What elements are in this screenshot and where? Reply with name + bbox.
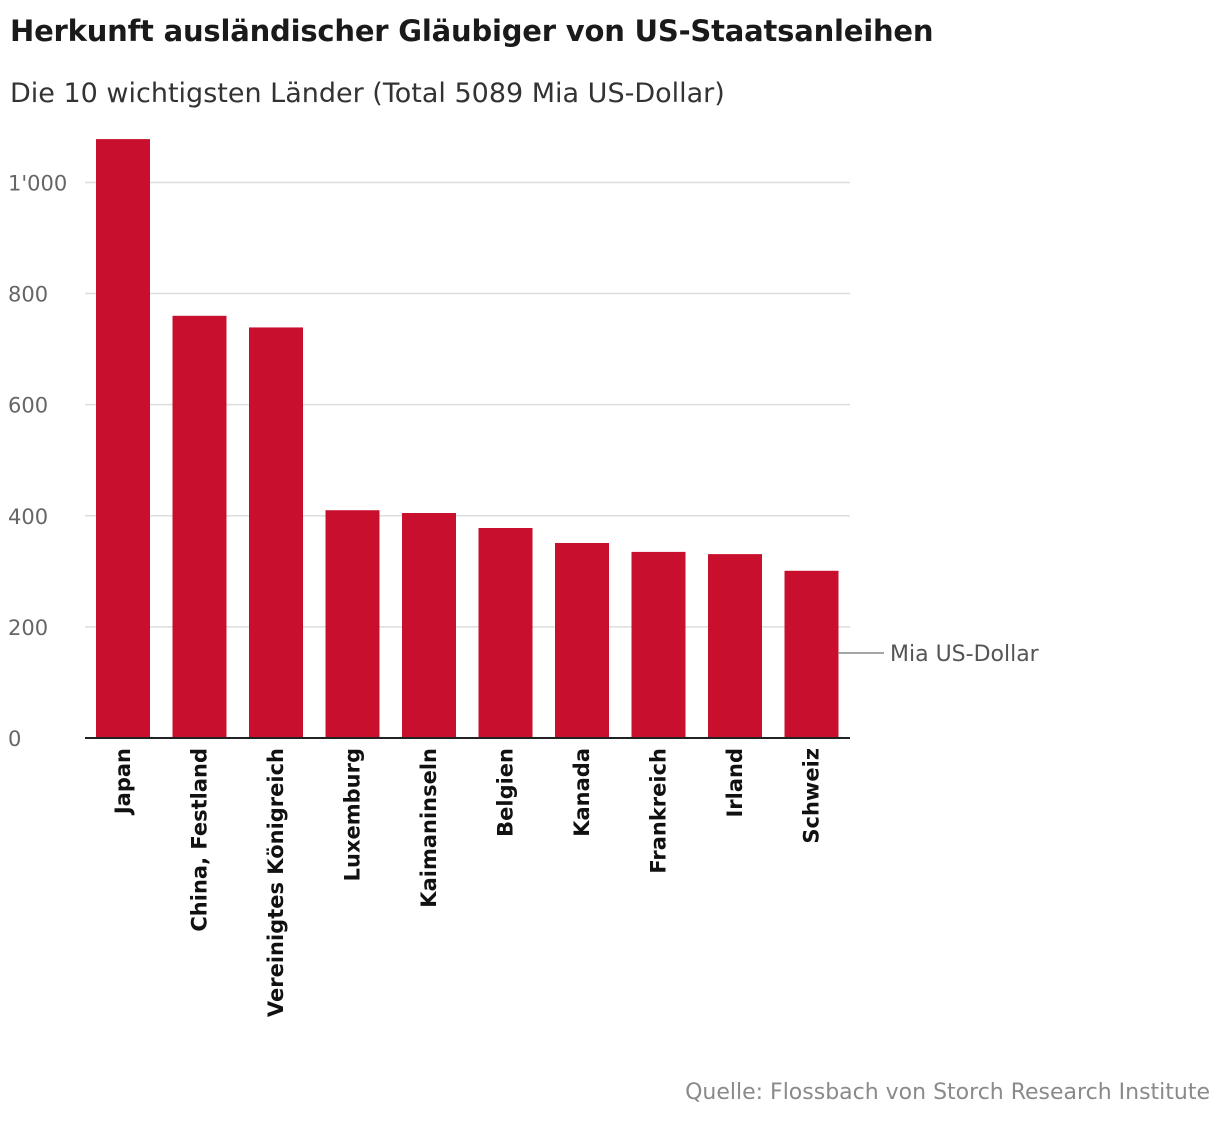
y-tick-label: 400 [8, 505, 48, 529]
y-tick-label: 800 [8, 283, 48, 307]
bar-8 [631, 551, 686, 738]
x-category-label: Luxemburg [341, 748, 365, 881]
x-category-label: Schweiz [800, 748, 824, 844]
x-category-label: Frankreich [647, 748, 671, 874]
chart-subtitle: Die 10 wichtigsten Länder (Total 5089 Mi… [10, 78, 725, 109]
labels: 0 200 400 600 800 1'000 Japan China, Festland Ve… [8, 171, 1040, 1017]
bar-2 [172, 315, 227, 738]
source-note: Quelle: Flossbach von Storch Research In… [685, 1080, 1210, 1105]
y-tick-label: 0 [8, 727, 21, 751]
x-category-label: China, Festland [188, 748, 212, 932]
bar-10 [784, 570, 839, 738]
bar-7 [555, 543, 609, 738]
axes [85, 652, 884, 739]
y-tick-label: 1'000 [8, 171, 67, 195]
x-category-label: Kaimaninseln [417, 748, 441, 908]
unit-label: Mia US-Dollar [890, 642, 1040, 667]
bar-6 [478, 528, 533, 738]
bar-9 [708, 554, 762, 738]
y-tick-label: 200 [8, 616, 48, 640]
bar-5 [402, 513, 456, 738]
x-category-label: Irland [723, 748, 747, 818]
x-category-label: Kanada [570, 748, 594, 837]
x-category-label: Vereinigtes Königreich [264, 748, 288, 1017]
x-category-label: Japan [111, 748, 135, 816]
bars [96, 139, 839, 739]
y-tick-label: 600 [8, 394, 48, 418]
bar-3 [249, 327, 303, 738]
bar-4 [325, 510, 380, 738]
x-category-label: Belgien [494, 748, 518, 837]
chart-title: Herkunft ausländischer Gläubiger von US-… [10, 14, 934, 48]
bar-1 [96, 139, 150, 739]
